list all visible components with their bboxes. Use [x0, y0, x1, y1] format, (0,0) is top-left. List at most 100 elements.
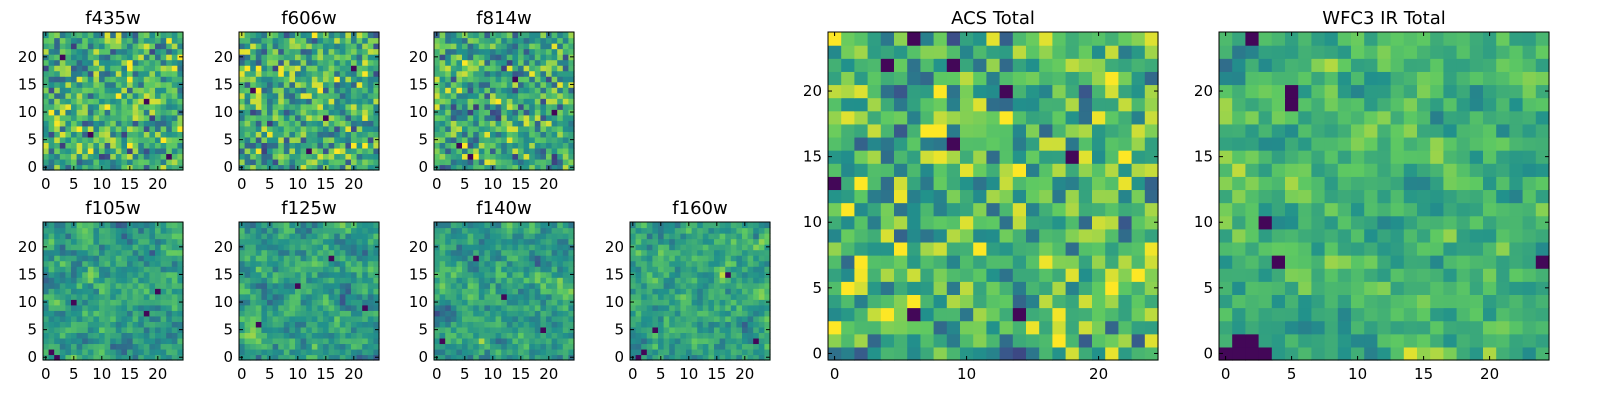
heatmap-cell	[730, 271, 737, 278]
heatmap-cell	[283, 142, 290, 149]
heatmap-cell	[339, 114, 346, 121]
heatmap-cell	[490, 81, 497, 88]
heatmap-cell	[160, 54, 167, 61]
heatmap-cell	[462, 348, 469, 356]
heatmap-cell	[345, 98, 352, 105]
x-tick-label: 5	[69, 175, 79, 193]
heatmap-cell	[143, 164, 150, 171]
heatmap-cell	[702, 332, 709, 339]
heatmap-cell	[663, 227, 670, 234]
x-tick-label: 15	[707, 365, 726, 383]
heatmap-cell	[540, 260, 547, 267]
heatmap-cell	[1012, 215, 1027, 230]
heatmap-cell	[764, 348, 771, 356]
heatmap-cell	[523, 244, 530, 251]
heatmap-cell	[758, 266, 765, 273]
heatmap-cell	[867, 346, 882, 361]
heatmap-cell	[484, 238, 491, 245]
heatmap-cell	[295, 266, 302, 273]
heatmap-cell	[467, 153, 474, 160]
heatmap-cell	[132, 109, 139, 116]
heatmap-cell	[501, 244, 508, 251]
heatmap-cell	[283, 87, 290, 94]
heatmap-cell	[635, 222, 642, 229]
heatmap-cell	[255, 326, 262, 333]
heatmap-cell	[110, 271, 117, 278]
heatmap-cell	[702, 337, 709, 345]
heatmap-cell	[719, 310, 726, 317]
heatmap-cell	[244, 244, 251, 251]
heatmap-cell	[562, 153, 569, 160]
heatmap-cell	[473, 92, 480, 99]
heatmap-cell	[121, 343, 128, 350]
heatmap-cell	[283, 244, 290, 251]
heatmap-cell	[702, 244, 709, 251]
heatmap-cell	[115, 233, 122, 240]
heatmap-cell	[663, 222, 670, 229]
heatmap-cell	[289, 81, 296, 88]
heatmap-cell	[138, 81, 145, 88]
heatmap-cell	[490, 125, 497, 132]
heatmap-cell	[501, 81, 508, 88]
heatmap-cell	[630, 282, 637, 289]
heatmap-cell	[177, 87, 184, 94]
heatmap-cell	[250, 249, 257, 256]
heatmap-cell	[54, 70, 61, 77]
heatmap-cell	[54, 310, 61, 317]
heatmap-cell	[295, 332, 302, 339]
heatmap-cell	[306, 114, 313, 121]
heatmap-cell	[546, 299, 553, 306]
heatmap-cell	[239, 120, 246, 127]
heatmap-cell	[1026, 202, 1040, 217]
heatmap-cell	[65, 244, 72, 251]
heatmap-cell	[450, 332, 457, 339]
heatmap-cell	[445, 164, 452, 171]
heatmap-cell	[110, 125, 117, 132]
heatmap-cell	[143, 76, 150, 83]
heatmap-cell	[250, 343, 257, 350]
heatmap-cell	[177, 343, 184, 350]
heatmap-cell	[323, 315, 330, 322]
heatmap-cell	[652, 277, 659, 284]
heatmap-cell	[244, 103, 251, 110]
heatmap-cell	[714, 227, 721, 234]
heatmap-cell	[48, 238, 55, 245]
heatmap-cell	[177, 92, 184, 99]
heatmap-cell	[317, 348, 324, 356]
heatmap-cell	[540, 54, 547, 61]
heatmap-cell	[244, 120, 251, 127]
heatmap-cell	[708, 293, 715, 300]
heatmap-cell	[495, 343, 502, 350]
heatmap-cell	[177, 260, 184, 267]
heatmap-cell	[250, 136, 257, 143]
heatmap-cell	[568, 65, 575, 72]
heatmap-cell	[478, 337, 485, 345]
heatmap-cell	[289, 315, 296, 322]
heatmap-cell	[518, 48, 525, 55]
heatmap-cell	[166, 343, 173, 350]
heatmap-cell	[65, 48, 72, 55]
heatmap-cell	[160, 271, 167, 278]
heatmap-cell	[362, 293, 369, 300]
heatmap-cell	[59, 266, 66, 273]
heatmap-cell	[373, 32, 380, 39]
heatmap-cell	[551, 238, 558, 245]
heatmap-cell	[143, 255, 150, 262]
heatmap-cell	[506, 326, 513, 333]
heatmap-cell	[439, 120, 446, 127]
heatmap-cell	[244, 271, 251, 278]
heatmap-cell	[54, 326, 61, 333]
heatmap-cell	[708, 332, 715, 339]
heatmap-cell	[478, 43, 485, 50]
heatmap-cell	[267, 304, 274, 311]
heatmap-cell	[828, 346, 842, 361]
heatmap-cell	[501, 92, 508, 99]
heatmap-cell	[311, 70, 318, 77]
heatmap-cell	[501, 354, 508, 361]
heatmap-cell	[300, 164, 307, 171]
heatmap-cell	[747, 321, 754, 328]
heatmap-cell	[71, 109, 78, 116]
heatmap-cell	[300, 158, 307, 166]
